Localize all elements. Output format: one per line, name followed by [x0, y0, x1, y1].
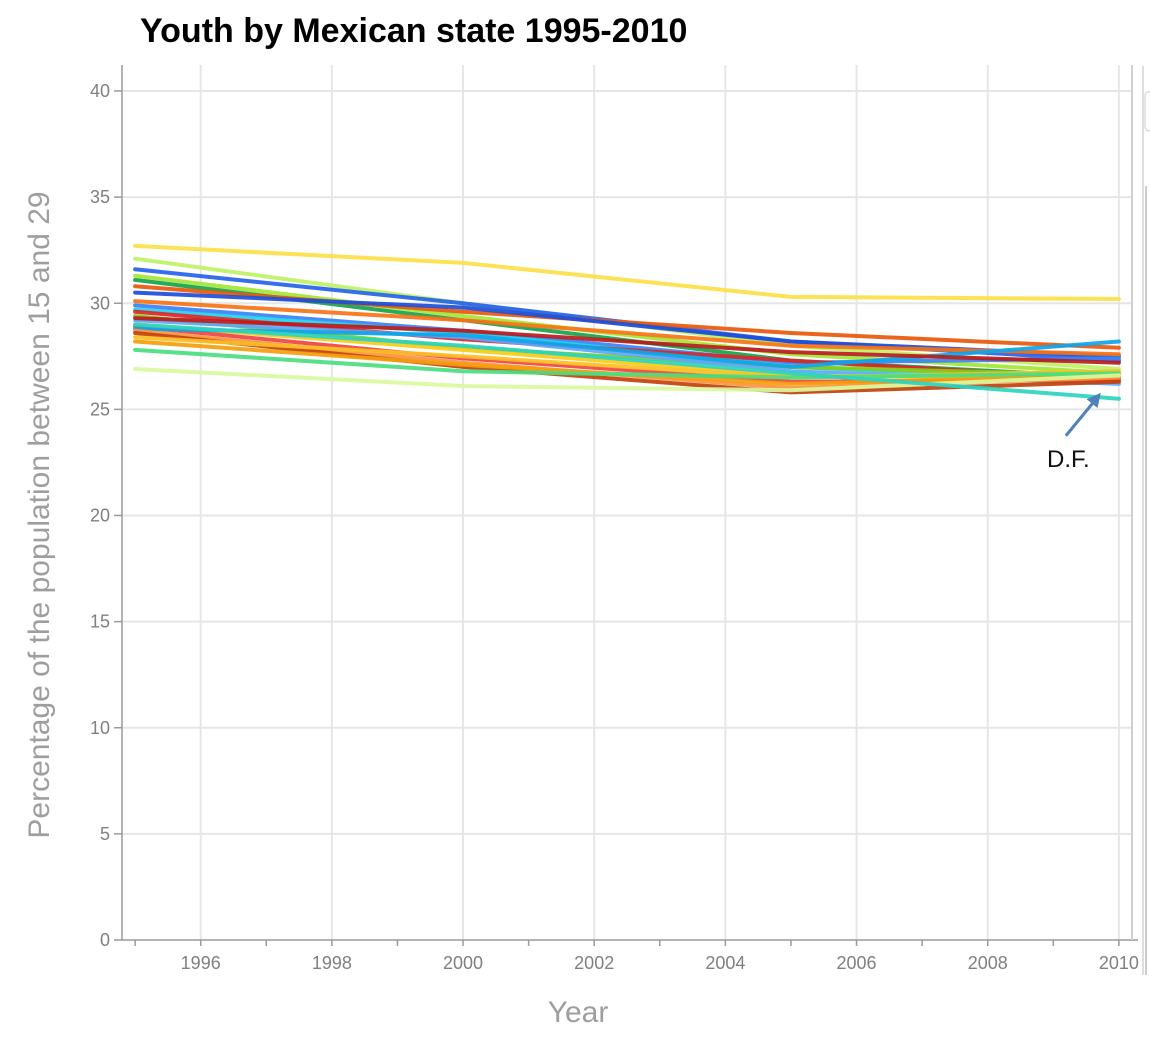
annotation-label: D.F.: [1047, 446, 1090, 473]
y-tick-label: 35: [90, 187, 110, 207]
x-tick-label: 2008: [968, 953, 1008, 973]
axes: [121, 65, 1150, 975]
tick-labels: 0 5 10 15 20 25 30 35 40 1996 1998 2000 2002 2004 2006…: [90, 81, 1139, 973]
y-tick-label: 20: [90, 506, 110, 526]
series-line-22: [133, 367, 1121, 393]
series-line-16: [133, 326, 1121, 369]
annotation-arrow: [1064, 400, 1096, 437]
annotation-df: D.F.: [1047, 392, 1101, 473]
series-line-4: [133, 273, 1121, 376]
annotation-arrowhead: [1086, 392, 1101, 409]
series-line-9: [133, 303, 1121, 365]
y-tick-label: 5: [100, 824, 110, 844]
x-tick-label: 2006: [837, 953, 877, 973]
y-tick-label: 30: [90, 293, 110, 313]
series-line-21: [133, 347, 1121, 380]
series-lines: [133, 243, 1121, 401]
panel-button-edge: [1144, 91, 1150, 132]
x-tick-label: 2002: [574, 953, 614, 973]
x-tick-label: 1998: [312, 953, 352, 973]
x-tick-label: 2010: [1099, 953, 1139, 973]
y-tick-label: 0: [100, 930, 110, 950]
series-line-1: [133, 243, 1121, 301]
y-tick-label: 40: [90, 81, 110, 101]
series-line-23: [133, 322, 1121, 401]
chart-title: Youth by Mexican state 1995-2010: [140, 12, 688, 50]
y-axis-title: Percentage of the population between 15 …: [23, 191, 56, 838]
series-line-24: [133, 316, 1121, 365]
y-tick-label: 15: [90, 612, 110, 632]
series-line-14: [133, 322, 1121, 382]
grid: [114, 65, 1132, 946]
y-tick-label: 10: [90, 718, 110, 738]
x-tick-label: 2000: [443, 953, 483, 973]
series-line-8: [133, 299, 1121, 357]
y-tick-label: 25: [90, 399, 110, 419]
x-axis-title: Year: [548, 996, 609, 1029]
x-tick-label: 2004: [705, 953, 745, 973]
x-tick-label: 1996: [181, 953, 221, 973]
side-panel-edge: [1142, 66, 1150, 975]
